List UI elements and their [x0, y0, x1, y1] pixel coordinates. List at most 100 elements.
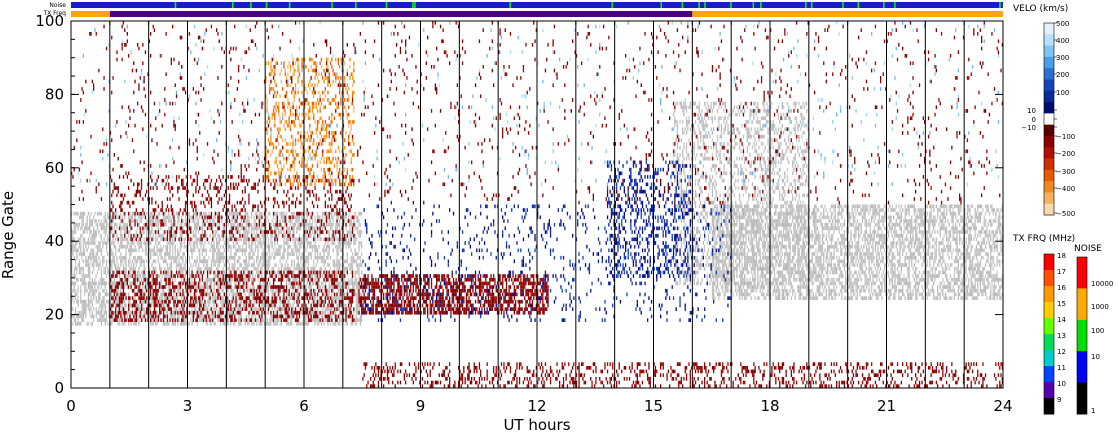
data-cell	[336, 237, 338, 242]
data-cell	[309, 252, 311, 256]
data-cell	[194, 285, 196, 289]
data-cell	[262, 303, 264, 308]
data-cell	[329, 285, 332, 289]
data-cell	[711, 233, 714, 238]
data-cell	[291, 252, 293, 256]
data-cell	[91, 248, 93, 253]
data-cell	[121, 244, 123, 249]
data-cell	[135, 248, 137, 253]
data-cell	[199, 266, 201, 271]
data-cell	[96, 259, 99, 264]
data-cell	[100, 222, 103, 227]
data-cell	[117, 215, 119, 220]
data-cell	[228, 244, 231, 249]
data-cell	[799, 285, 802, 289]
data-cell	[292, 237, 294, 242]
data-cell	[142, 274, 144, 278]
data-cell	[332, 237, 334, 242]
data-cell	[724, 255, 726, 260]
data-cell	[87, 211, 90, 216]
data-cell	[794, 211, 796, 216]
data-cell	[165, 285, 167, 289]
data-cell	[271, 292, 273, 297]
data-cell	[109, 303, 112, 308]
data-cell	[77, 285, 79, 289]
data-cell	[261, 222, 263, 227]
data-cell	[322, 226, 324, 231]
data-cell	[120, 259, 122, 264]
data-cell	[117, 263, 119, 267]
data-cell	[216, 296, 218, 300]
data-cell	[748, 259, 750, 264]
data-cell	[216, 252, 218, 256]
data-cell	[143, 259, 145, 264]
data-cell	[326, 248, 328, 253]
data-cell	[758, 241, 760, 245]
data-cell	[285, 259, 288, 264]
data-cell	[89, 299, 91, 304]
data-cell	[358, 233, 360, 238]
data-cell	[146, 230, 148, 234]
data-cell	[152, 318, 154, 322]
data-cell	[72, 314, 74, 319]
data-cell	[253, 285, 255, 289]
data-cell	[314, 274, 316, 278]
data-cell	[292, 277, 294, 282]
data-cell	[122, 244, 125, 249]
data-cell	[89, 303, 91, 308]
data-cell	[188, 259, 191, 264]
data-cell	[808, 292, 811, 297]
data-cell	[225, 281, 227, 286]
data-cell	[197, 248, 200, 253]
data-cell	[142, 303, 144, 308]
data-cell	[326, 255, 328, 260]
data-cell	[169, 310, 171, 315]
data-cell	[328, 307, 330, 311]
data-cell	[213, 285, 215, 289]
data-cell	[247, 266, 249, 271]
data-cell	[200, 244, 202, 249]
data-cell	[728, 281, 730, 286]
data-cell	[206, 259, 209, 264]
data-cell	[80, 310, 82, 315]
data-cell	[181, 285, 183, 289]
data-cell	[298, 226, 301, 231]
data-cell	[161, 211, 163, 216]
data-cell	[328, 288, 330, 293]
data-cell	[91, 292, 93, 297]
data-cell	[288, 230, 290, 234]
data-cell	[314, 255, 316, 260]
data-cell	[265, 222, 267, 227]
data-cell	[113, 314, 115, 319]
data-cell	[195, 237, 197, 242]
data-cell	[291, 259, 293, 264]
data-cell	[737, 208, 739, 212]
data-cell	[126, 274, 128, 278]
data-cell	[327, 241, 329, 245]
data-cell	[310, 310, 312, 315]
data-cell	[174, 248, 176, 253]
data-cell	[342, 244, 345, 249]
data-cell	[169, 241, 171, 245]
data-cell	[283, 241, 285, 245]
data-cell	[737, 288, 739, 293]
data-cell	[719, 252, 721, 256]
data-cell	[269, 318, 271, 322]
data-cell	[249, 274, 251, 278]
data-cell	[152, 219, 154, 223]
data-cell	[719, 274, 721, 278]
data-cell	[266, 285, 268, 289]
data-cell	[184, 270, 187, 275]
data-cell	[339, 226, 341, 231]
data-cell	[736, 211, 738, 216]
data-cell	[737, 230, 739, 234]
data-cell	[191, 219, 193, 223]
data-cell	[309, 270, 311, 275]
data-cell	[243, 259, 245, 264]
data-cell	[283, 233, 285, 238]
data-cell	[711, 219, 714, 223]
data-cell	[737, 263, 739, 267]
data-cell	[253, 259, 255, 264]
data-cell	[745, 288, 747, 293]
data-cell	[731, 222, 733, 227]
